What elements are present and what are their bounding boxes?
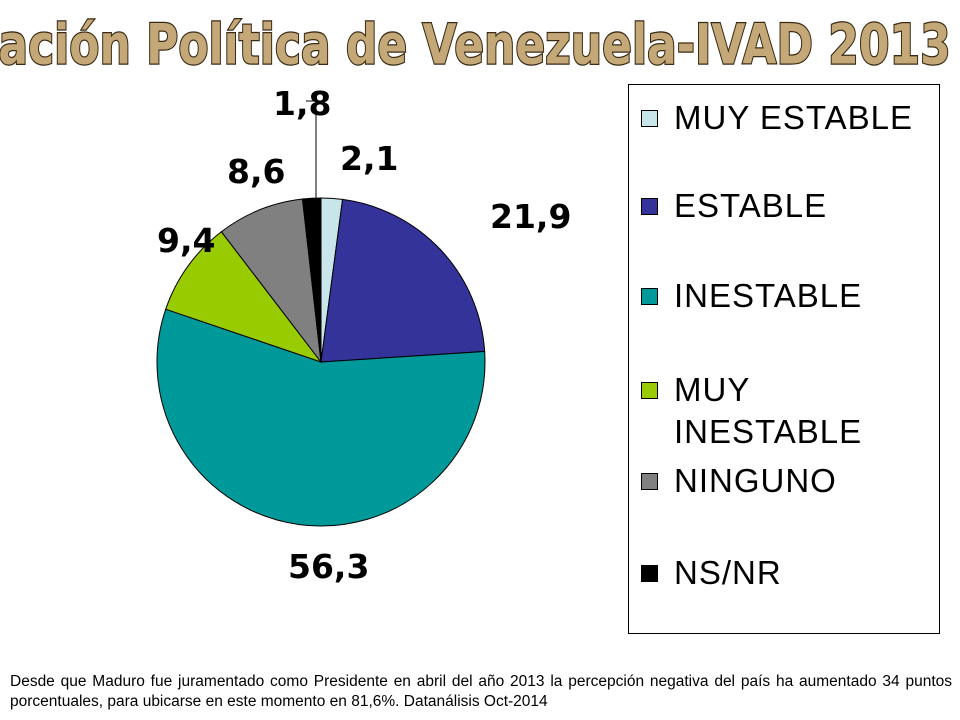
legend-swatch bbox=[641, 110, 658, 127]
legend-label: INESTABLE bbox=[674, 277, 863, 314]
slice-label-muy-estable: 2,1 bbox=[340, 139, 398, 178]
slice-label-estable: 21,9 bbox=[490, 197, 571, 236]
pie-slice-estable bbox=[320, 198, 486, 363]
legend-label: ESTABLE bbox=[674, 187, 828, 224]
pie-slices bbox=[156, 197, 486, 527]
pie-slice-inestable bbox=[156, 308, 486, 527]
slice-label-muy-inestable: 9,4 bbox=[157, 221, 215, 260]
legend-swatch bbox=[641, 198, 658, 215]
legend-swatch bbox=[641, 473, 658, 490]
slice-label-ns-nr: 1,8 bbox=[273, 84, 331, 123]
slice-labels: 2,1 21,9 56,3 9,4 8,6 1,8 bbox=[157, 84, 571, 586]
pie-slice-muy-inestable bbox=[165, 231, 323, 364]
legend-swatch bbox=[641, 288, 658, 305]
title-text: Situación Política de Venezuela-IVAD 201… bbox=[0, 13, 951, 76]
legend-label: MUY ESTABLE bbox=[674, 99, 914, 136]
footnote: Desde que Maduro fue juramentado como Pr… bbox=[10, 673, 952, 710]
legend-label: MUY INESTABLE bbox=[674, 371, 863, 450]
slice-label-ninguno: 8,6 bbox=[227, 152, 285, 191]
page-title: Situación Política de Venezuela-IVAD 201… bbox=[0, 12, 952, 76]
legend-swatch bbox=[641, 565, 658, 582]
pie-slice-ns-nr bbox=[301, 197, 322, 363]
pie-slice-ninguno bbox=[220, 198, 322, 364]
legend-swatch bbox=[641, 382, 658, 399]
legend: MUY ESTABLE ESTABLE INESTABLE MUY INESTA… bbox=[628, 84, 940, 634]
legend-label: NS/NR bbox=[674, 554, 782, 591]
legend-label: NINGUNO bbox=[674, 462, 837, 499]
slice-label-inestable: 56,3 bbox=[288, 547, 369, 586]
